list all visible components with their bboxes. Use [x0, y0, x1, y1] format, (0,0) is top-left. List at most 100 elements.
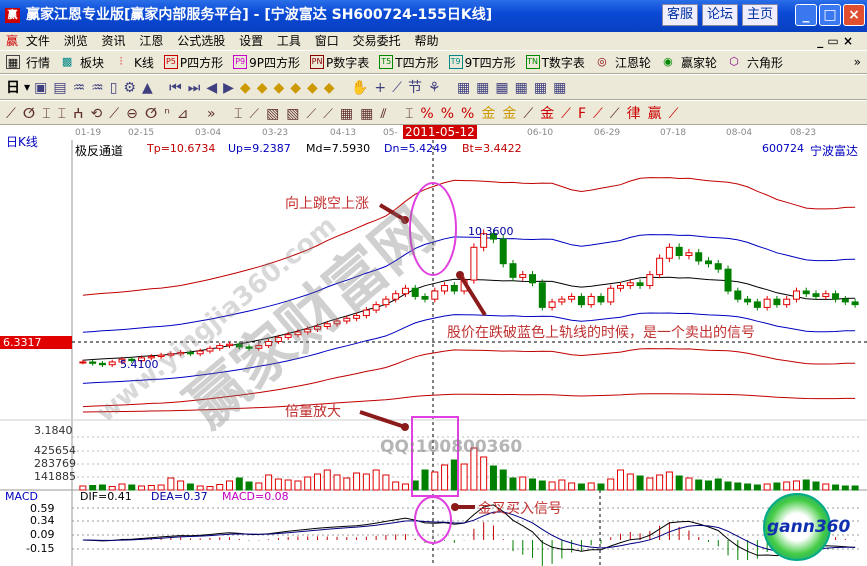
volume-bar — [744, 483, 752, 491]
candle — [333, 320, 341, 325]
hexagon-button[interactable]: ⬡ 六角形 — [727, 54, 783, 71]
t-square-button[interactable]: T5 T四方形 — [379, 55, 439, 70]
volume-bar — [235, 477, 243, 491]
9p-square-button[interactable]: P9 9P四方形 — [233, 54, 300, 71]
drawing-tool-icons[interactable]: ⟋ⵚ⌶⌶ⵄ⟲⟋⊖ⵚⁿ⊿ » ⌶⟋▧▧⟋⟋▦▦⫽ ⌶%%%金金⟋金⟋F⟋⟋律赢⟋ — [6, 105, 686, 122]
candle — [695, 252, 703, 262]
candle — [480, 233, 488, 248]
menu-settings[interactable]: 设置 — [239, 34, 264, 48]
date-tick: 07-18 — [660, 128, 687, 138]
volume-bar — [313, 473, 321, 491]
candle — [822, 293, 830, 297]
minimize-button[interactable]: _ — [795, 4, 817, 26]
mdi-window-controls[interactable]: _ ▭ × — [817, 34, 853, 48]
candle — [118, 358, 126, 363]
volume-bar — [167, 477, 175, 491]
candle — [98, 362, 106, 366]
chart-tool-icons[interactable]: ▣▤♒♒▯⚙▲ ⏮⏭◀▶◆◆◆◆◆◆ ✋+⟋节⚘ ▦▦▦▦▦▦ — [34, 80, 573, 96]
menu-formula[interactable]: 公式选股 — [177, 34, 226, 48]
candle — [79, 361, 87, 364]
toolbar-chart: 日 ▼ ▣▤♒♒▯⚙▲ ⏮⏭◀▶◆◆◆◆◆◆ ✋+⟋节⚘ ▦▦▦▦▦▦ — [0, 74, 867, 100]
sector-button[interactable]: ▩ 板块 — [61, 55, 105, 70]
chart-canvas[interactable] — [0, 125, 867, 566]
menu-trade[interactable]: 交易委托 — [352, 34, 401, 48]
menu-gann[interactable]: 江恩 — [139, 34, 164, 48]
candle — [323, 323, 331, 327]
home-button[interactable]: 主页 — [742, 4, 778, 26]
arrow-sell — [458, 273, 487, 317]
candle — [841, 298, 849, 303]
9t-square-button[interactable]: T9 9T四方形 — [448, 55, 516, 70]
volume-bar — [851, 485, 859, 491]
candle — [372, 304, 380, 311]
volume-bar — [343, 477, 351, 491]
quotes-button[interactable]: ▦ 行情 — [6, 55, 51, 70]
period-dropdown[interactable]: 日 — [6, 80, 20, 96]
more-icon[interactable]: » — [853, 55, 861, 69]
volume-bar — [186, 483, 194, 491]
forum-button[interactable]: 论坛 — [702, 4, 738, 26]
date-tick: 08-23 — [790, 128, 817, 138]
menu-info[interactable]: 资讯 — [101, 34, 126, 48]
macd-tick: 0.34 — [30, 514, 55, 527]
volume-bar — [245, 481, 253, 491]
candle — [744, 298, 752, 303]
volume-ratio-line — [82, 393, 856, 413]
maximize-button[interactable]: □ — [819, 4, 841, 26]
volume-tick: 425654 — [34, 444, 76, 457]
volume-bar — [79, 485, 87, 491]
candle — [529, 274, 537, 284]
candle — [216, 345, 224, 349]
menu-help[interactable]: 帮助 — [414, 34, 439, 48]
gann-wheel-button[interactable]: ◎ 江恩轮 — [595, 54, 651, 71]
candle — [685, 252, 693, 257]
candle — [714, 263, 722, 270]
volume-bar — [157, 484, 165, 491]
volume-bar — [382, 474, 390, 491]
price-marker: 6.3317 — [0, 336, 72, 349]
volume-bar — [480, 456, 488, 491]
volume-bar — [421, 469, 429, 491]
t-number-table-button[interactable]: TN T数字表 — [525, 55, 585, 70]
candle — [568, 295, 576, 300]
macd-tick: 0.09 — [30, 528, 55, 541]
volume-bar — [636, 475, 644, 491]
volume-bar — [783, 481, 791, 491]
candle — [675, 246, 683, 257]
highlight-ellipse — [414, 496, 452, 544]
menu-tools[interactable]: 工具 — [276, 34, 301, 48]
customer-service-button[interactable]: 客服 — [662, 4, 698, 26]
menu-browse[interactable]: 浏览 — [63, 34, 88, 48]
volume-bar — [509, 477, 517, 491]
menu-file[interactable]: 文件 — [25, 34, 50, 48]
volume-bar — [392, 481, 400, 491]
candle — [186, 351, 194, 355]
title-bar: 赢 赢家江恩专业版[赢家内部服务平台] - [宁波富达 SH600724-155… — [0, 0, 867, 32]
p-square-button[interactable]: P5 P四方形 — [163, 54, 223, 71]
volume-bar — [763, 483, 771, 491]
volume-bar — [147, 485, 155, 491]
volume-bar — [665, 471, 673, 491]
candle — [802, 290, 810, 295]
hexagon-icon: ⬡ — [729, 55, 739, 68]
winner-wheel-button[interactable]: ◉ 赢家轮 — [661, 54, 717, 71]
volume-bar — [753, 484, 761, 491]
arrow-volume — [359, 410, 406, 429]
volume-bar — [196, 485, 204, 491]
p-number-table-button[interactable]: PN P数字表 — [310, 55, 370, 70]
volume-bar — [626, 473, 634, 491]
candle — [783, 298, 791, 306]
candle — [499, 238, 507, 265]
chart-area[interactable]: 01-19 02-15 03-04 03-23 04-13 05- 06-10 06-29 07… — [0, 125, 867, 566]
chevron-down-icon[interactable]: ▼ — [24, 82, 31, 92]
toolbar-drawing: ⟋ⵚ⌶⌶ⵄ⟲⟋⊖ⵚⁿ⊿ » ⌶⟋▧▧⟋⟋▦▦⫽ ⌶%%%金金⟋金⟋F⟋⟋律赢⟋ — [0, 100, 867, 125]
volume-bar — [441, 464, 449, 491]
dif-line — [82, 504, 856, 557]
close-button[interactable]: × — [843, 4, 865, 26]
volume-bar — [450, 459, 458, 491]
kline-button[interactable]: ⫶ K线 — [114, 54, 154, 71]
candle — [626, 282, 634, 287]
menu-window[interactable]: 窗口 — [314, 34, 339, 48]
candle — [597, 295, 605, 303]
upper-inner-band — [82, 234, 856, 333]
